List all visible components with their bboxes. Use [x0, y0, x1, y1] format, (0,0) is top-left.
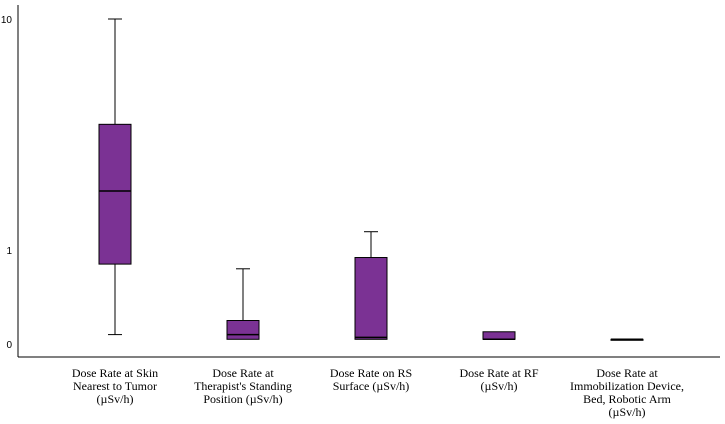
x-category-label: Dose Rate at Therapist's Standing Position…	[194, 366, 292, 406]
box-1	[98, 18, 132, 336]
y-tick-label: 1	[6, 246, 12, 257]
y-tick-label: 10	[1, 15, 13, 26]
box-iqr	[98, 123, 132, 265]
box-iqr	[226, 320, 260, 340]
x-category-label: Dose Rate at Immobilization Device, Bed, R…	[570, 366, 684, 419]
x-axis-category-labels: Dose Rate at Skin Nearest to Tumor (µSv/h)…	[72, 366, 684, 419]
x-category-label: Dose Rate at Skin Nearest to Tumor (µSv/h)	[72, 366, 158, 406]
box-series	[98, 18, 644, 341]
chart-axes	[17, 5, 720, 358]
box-2	[226, 268, 260, 340]
y-tick-label: 0	[6, 340, 12, 351]
box-5	[610, 338, 644, 341]
box-4	[482, 331, 516, 341]
box-iqr	[482, 331, 516, 340]
box-iqr	[354, 257, 388, 340]
box-3	[354, 231, 388, 340]
x-category-label: Dose Rate at RF (µSv/h)	[460, 366, 539, 393]
x-category-label: Dose Rate on RS Surface (µSv/h)	[330, 366, 412, 393]
